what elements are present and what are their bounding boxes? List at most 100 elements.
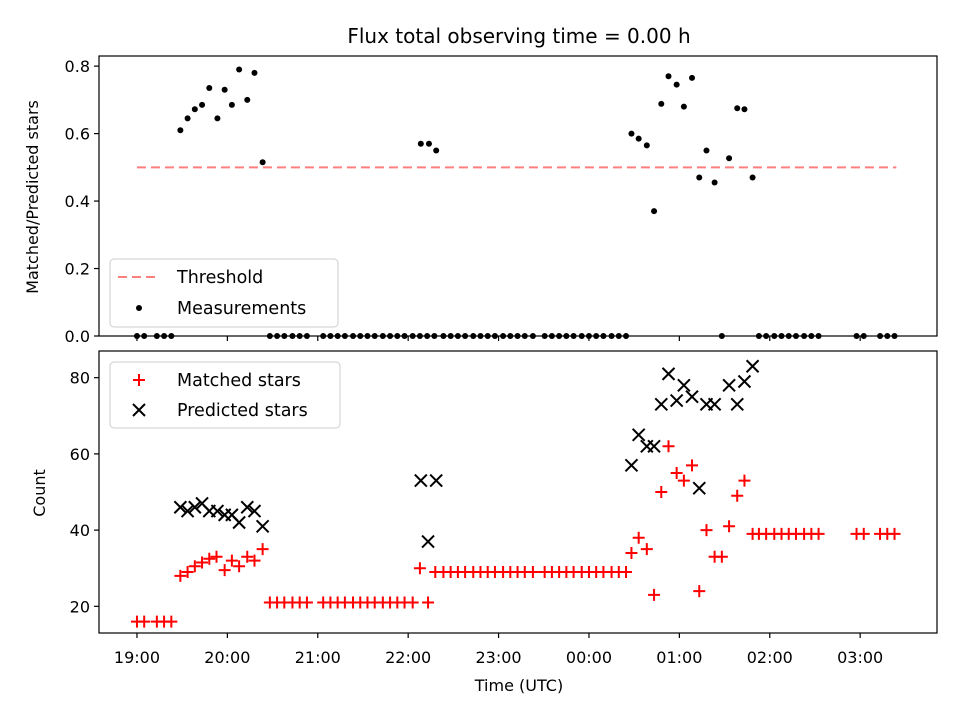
measurement-point [891,333,898,339]
predicted-stars-point [661,367,676,381]
measurement-point [884,333,891,339]
top-y-tick-label: 0.6 [65,125,90,144]
matched-stars-point [256,543,269,556]
measurement-point [409,333,416,339]
measurement-point [281,333,288,339]
measurement-point [726,155,733,162]
top-plot: 0.0 0.2 0.4 0.6 0.8 Threshold Measurements [65,55,938,346]
predicted-stars-point [188,500,202,514]
measurement-point [778,333,785,339]
matched-stars-point [670,466,683,479]
measurement-point [484,333,491,339]
predicted-stars-point [631,428,646,442]
predicted-stars-point [692,481,706,495]
measurement-point [755,333,762,339]
measurement-point [417,140,424,147]
measurement-point [860,333,867,339]
measurement-point [379,333,386,339]
predicted-stars-point [240,500,254,514]
measurement-point [615,333,622,339]
measurement-point [651,208,658,215]
measurement-point [454,333,461,339]
matched-stars-point [620,566,633,579]
measurement-point [608,333,615,339]
measurement-point [141,333,148,339]
measurement-point [623,333,630,339]
measurement-point [259,159,266,166]
measurement-point [133,333,140,339]
bottom-x-tick-label: 00:00 [566,648,612,667]
matched-stars-point [632,531,645,544]
matched-stars-legend-label: Matched stars [177,371,301,391]
measurement-point [221,86,228,93]
measurement-point [334,333,341,339]
bottom-x-tick-label: 20:00 [204,648,250,667]
measurement-point [416,333,423,339]
measurement-point [168,333,175,339]
measurement-point [680,103,687,110]
measurement-point [191,106,198,113]
measurement-point [741,106,748,113]
matched-stars-point [648,588,661,601]
measurement-point [266,333,273,339]
predicted-stars-point [745,359,760,373]
predicted-stars-point [414,473,428,488]
measurement-point [696,174,703,181]
measurement-point [491,333,498,339]
top-y-tick-label: 0.8 [65,57,90,76]
bottom-x-tick-label: 22:00 [385,648,431,667]
matched-stars-point [406,596,419,609]
measurement-point [251,69,258,76]
measurement-point [228,101,235,108]
predicted-stars-point [677,378,691,393]
bottom-y-tick-label: 60 [70,445,90,464]
predicted-stars-point [624,458,639,473]
chart-title: Flux total observing time = 0.00 h [347,24,690,48]
bottom-x-tick-label: 23:00 [476,648,522,667]
matched-stars-point [686,459,699,472]
predicted-stars-legend-swatch [132,403,146,417]
measurement-point [578,333,585,339]
matched-stars-point [138,615,151,628]
matched-stars-point [731,489,744,502]
predicted-stars-point [707,397,722,412]
measurement-point [628,130,635,137]
matched-stars-point [888,527,901,540]
predicted-stars-point [429,473,443,488]
matched-stars-legend-swatch [133,374,145,386]
bottom-legend-box [109,361,341,429]
matched-stars-point [693,585,706,598]
matched-stars-point [738,474,751,487]
matched-stars-point [812,527,825,540]
measurement-point [371,333,378,339]
measurement-point [749,174,756,181]
matched-stars-point [413,562,426,575]
predicted-stars-point [173,500,188,514]
bottom-y-tick-label: 40 [70,521,90,540]
predicted-stars-point [232,515,246,530]
measurement-point [801,333,808,339]
top-y-axis-label: Matched/Predicted stars [23,100,42,294]
measurement-point [734,105,741,112]
measurement-point [643,142,650,149]
measurement-point [514,333,521,339]
matched-stars-point [300,596,313,609]
matched-stars-point [526,566,539,579]
bottom-frame [98,350,938,634]
measurement-point [585,333,592,339]
measurement-point [815,333,822,339]
measurement-point [548,333,555,339]
bottom-x-tick-label: 21:00 [295,648,341,667]
predicted-stars-point [737,374,752,389]
measurement-point [718,333,725,339]
measurement-point [563,333,570,339]
measurement-point [199,101,206,108]
predicted-stars-point [685,390,699,404]
matched-stars-point [662,440,675,453]
predicted-stars-point [180,504,195,518]
predicted-stars-point [255,519,270,534]
measurement-point [477,333,484,339]
measurement-point [771,333,778,339]
measurement-point [387,333,394,339]
measurements-legend-swatch [136,305,142,311]
